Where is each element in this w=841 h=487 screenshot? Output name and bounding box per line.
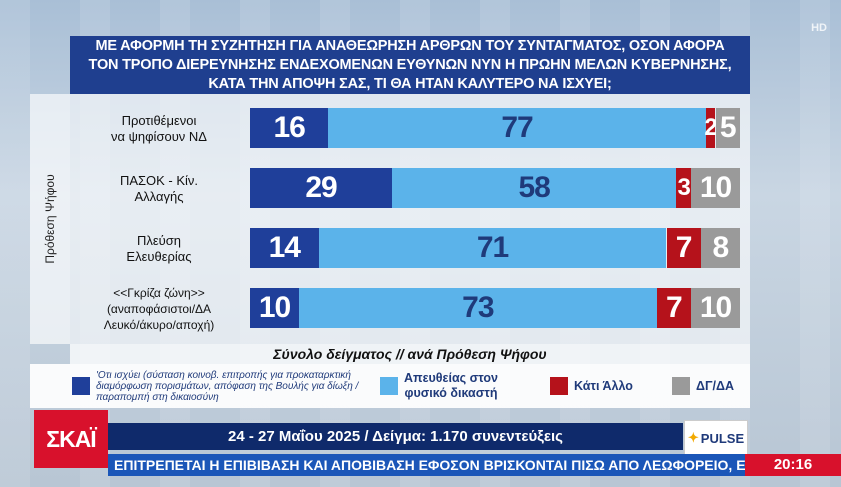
legend-item-direct: Απευθείας στον φυσικό δικαστή: [380, 364, 540, 408]
category-label-line: (αναποφάσιστοι/ΔΑ: [106, 302, 212, 316]
chart-subtitle: Σύνολο δείγματος // ανά Πρόθεση Ψήφου: [70, 344, 750, 364]
pulse-logo-text: PULSE: [700, 430, 745, 446]
bar-segment-committee: 14: [250, 228, 319, 268]
bar-value-label: 10: [699, 171, 732, 204]
category-label-line: Ελευθερίας: [126, 249, 192, 264]
category-label-line: Λευκό/άκυρο/αποχή): [103, 318, 215, 332]
side-axis-label: Πρόθεση Ψήφου: [30, 94, 70, 344]
category-label-line: Προτιθέμενοι: [121, 113, 197, 128]
legend-label-other: Κάτι Άλλο: [574, 378, 633, 393]
pulse-mark-icon: ✦: [687, 430, 699, 445]
bar-segment-dk: 5: [715, 108, 740, 148]
side-axis-text: Πρόθεση Ψήφου: [43, 174, 57, 264]
bar-segment-committee: 29: [250, 168, 393, 208]
bar-value-label: 8: [712, 231, 730, 264]
bar-track: 29 58 3 10: [250, 168, 740, 208]
bar-value-label: 10: [258, 291, 291, 324]
title-line-1: ΜΕ ΑΦΟΡΜΗ ΤΗ ΣΥΖΗΤΗΣΗ ΓΙΑ ΑΝΑΘΕΩΡΗΣΗ ΑΡΘ…: [95, 38, 725, 54]
bar-track: 16 77 2 5: [250, 108, 740, 148]
pulse-logo: ✦ PULSE: [684, 420, 748, 456]
bar-value-label: 71: [476, 231, 509, 264]
legend-item-other: Κάτι Άλλο: [550, 364, 660, 408]
bar-segment-committee: 16: [250, 108, 329, 148]
chart-title: ΜΕ ΑΦΟΡΜΗ ΤΗ ΣΥΖΗΤΗΣΗ ΓΙΑ ΑΝΑΘΕΩΡΗΣΗ ΑΡΘ…: [70, 36, 750, 94]
legend-swatch-direct: [380, 377, 398, 395]
category-label-line: ΠΑΣΟΚ - Κίν.: [119, 173, 199, 188]
legend-item-committee: 'Οτι ισχύει (σύσταση κοινοβ. επιτροπής γ…: [72, 364, 362, 408]
bar-value-label: 7: [675, 231, 693, 264]
bar-value-label: 5: [719, 111, 737, 144]
clock: 20:16: [745, 454, 841, 476]
skai-logo: ΣΚΑΪ: [34, 410, 108, 468]
hd-badge: HD: [811, 22, 827, 34]
bar-track: 10 73 7 10: [250, 288, 740, 328]
bar-segment-other: 2: [704, 108, 718, 148]
bar-value-label: 16: [273, 111, 306, 144]
title-line-2: ΤΟΝ ΤΡΟΠΟ ΔΙΕΡΕΥΝΗΣΗΣ ΕΝΔΕΧΟΜΕΝΩΝ ΕΥΘΥΝΩ…: [88, 57, 732, 73]
bar-segment-direct: 58: [392, 168, 677, 208]
legend-item-dk: ΔΓ/ΔΑ: [672, 364, 752, 408]
legend-label-direct: Απευθείας στον φυσικό δικαστή: [404, 371, 498, 401]
legend-swatch-dk: [672, 377, 690, 395]
bar-value-label: 29: [305, 171, 337, 204]
category-label: Προτιθέμενοι να ψηφίσουν ΝΔ: [70, 108, 248, 150]
legend-label-dk: ΔΓ/ΔΑ: [696, 378, 734, 393]
legend-label-direct-2: φυσικό δικαστή: [404, 386, 498, 400]
category-label: <<Γκρίζα ζώνη>> (αναποφάσιστοι/ΔΑ Λευκό/άκ…: [70, 286, 248, 332]
bar-segment-dk: 10: [691, 168, 740, 208]
bar-segment-direct: 73: [299, 288, 657, 328]
bar-segment-direct: 71: [318, 228, 667, 268]
category-label-line: <<Γκρίζα ζώνη>>: [113, 286, 205, 300]
bar-segment-direct: 77: [328, 108, 706, 148]
chart-row: <<Γκρίζα ζώνη>> (αναποφάσιστοι/ΔΑ Λευκό/άκ…: [70, 286, 750, 332]
legend-swatch-committee: [72, 377, 90, 395]
bar-segment-other: 7: [656, 288, 691, 328]
bar-value-label: 10: [699, 291, 732, 324]
legend-label-committee: 'Οτι ισχύει (σύσταση κοινοβ. επιτροπής γ…: [96, 369, 359, 403]
bar-segment-dk: 10: [691, 288, 740, 328]
bar-track: 14 71 7 8: [250, 228, 740, 268]
bar-segment-dk: 8: [700, 228, 740, 268]
chart-row: ΠΑΣΟΚ - Κίν. Αλλαγής 29 58 3 10: [70, 168, 750, 210]
bar-value-label: 77: [501, 111, 533, 144]
bar-value-label: 58: [518, 171, 551, 204]
bar-value-label: 7: [665, 291, 683, 324]
legend-swatch-other: [550, 377, 568, 395]
chart-row: Πλεύση Ελευθερίας 14 71 7 8: [70, 228, 750, 270]
category-label: Πλεύση Ελευθερίας: [70, 228, 248, 270]
legend: 'Οτι ισχύει (σύσταση κοινοβ. επιτροπής γ…: [30, 364, 750, 408]
date-sample-bar: 24 - 27 Μαΐου 2025 / Δείγμα: 1.170 συνεν…: [108, 423, 683, 450]
category-label: ΠΑΣΟΚ - Κίν. Αλλαγής: [70, 168, 248, 210]
bar-value-label: 3: [677, 174, 690, 201]
bar-value-label: 73: [462, 291, 494, 324]
bar-segment-other: 7: [666, 228, 701, 268]
chart-row: Προτιθέμενοι να ψηφίσουν ΝΔ 16 77 2 5: [70, 108, 750, 150]
news-ticker: ΕΠΙΤΡΕΠΕΤΑΙ Η ΕΠΙΒΙΒΑΣΗ ΚΑΙ ΑΠΟΒΙΒΑΣΗ ΕΦ…: [108, 454, 841, 476]
title-line-3: ΚΑΤΑ ΤΗΝ ΑΠΟΨΗ ΣΑΣ, ΤΙ ΘΑ ΗΤΑΝ ΚΑΛΥΤΕΡΟ …: [208, 76, 612, 92]
legend-label-direct-1: Απευθείας στον: [404, 371, 498, 385]
category-label-line: Αλλαγής: [134, 189, 184, 204]
bar-value-label: 2: [704, 114, 717, 141]
bar-segment-other: 3: [676, 168, 691, 208]
category-label-line: Πλεύση: [136, 233, 182, 248]
bar-value-label: 14: [268, 231, 301, 264]
bar-segment-committee: 10: [250, 288, 299, 328]
category-label-line: να ψηφίσουν ΝΔ: [111, 129, 207, 144]
